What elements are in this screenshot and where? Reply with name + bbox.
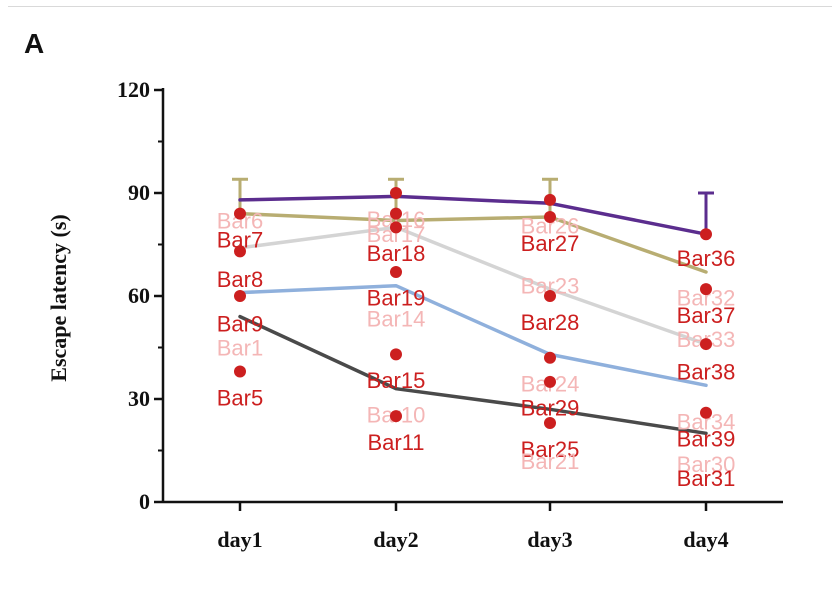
bar-label: Bar5 bbox=[217, 385, 263, 410]
chart-series bbox=[232, 177, 714, 436]
data-point-marker bbox=[390, 207, 402, 220]
series-line bbox=[238, 211, 708, 274]
bar-label: Bar19 bbox=[367, 286, 426, 311]
x-tick-label: day1 bbox=[217, 527, 262, 552]
bar-label: Bar11 bbox=[367, 430, 424, 455]
bar-label: Bar1 bbox=[217, 336, 263, 361]
y-tick-label: 60 bbox=[128, 283, 150, 308]
data-point-marker bbox=[544, 193, 556, 206]
x-tick-label: day4 bbox=[683, 527, 728, 552]
x-tick-label: day2 bbox=[373, 527, 418, 552]
data-point-marker bbox=[544, 375, 556, 388]
data-point-marker bbox=[544, 417, 556, 430]
data-point-marker bbox=[390, 265, 402, 278]
bar-label: Bar27 bbox=[521, 231, 580, 256]
bar-label: Bar25 bbox=[521, 437, 580, 462]
bar-label: Bar38 bbox=[677, 360, 736, 385]
data-point-marker bbox=[234, 290, 246, 302]
series-line bbox=[238, 283, 708, 388]
panel-letter: A bbox=[24, 28, 45, 59]
bar-label: Bar30 bbox=[677, 452, 736, 477]
bar-label: Bar14 bbox=[367, 306, 426, 331]
bar-label: Bar9 bbox=[217, 311, 263, 336]
chart-axes: 0 30 60 90 120 day1 day2 day3 day4 bbox=[117, 77, 783, 552]
data-point-marker bbox=[700, 228, 712, 241]
y-axis-title: Escape latency (s) bbox=[46, 214, 71, 381]
bar-label: Bar29 bbox=[521, 396, 580, 421]
data-point-marker bbox=[390, 187, 402, 199]
data-point-marker bbox=[700, 338, 712, 351]
data-point-marker bbox=[390, 348, 402, 361]
bar-label: Bar39 bbox=[677, 426, 736, 451]
bar-label: Bar28 bbox=[521, 310, 580, 335]
panel-frame bbox=[8, 6, 832, 603]
data-point-marker bbox=[234, 207, 246, 220]
series-line bbox=[238, 194, 708, 236]
data-point-marker bbox=[234, 365, 246, 378]
bar-label: Bar36 bbox=[677, 246, 736, 271]
data-point-marker bbox=[700, 406, 712, 419]
data-point-marker bbox=[234, 245, 246, 258]
chart-annotations: Bar6Bar7Bar8Bar9Bar1Bar5Bar16Bar17Bar18B… bbox=[217, 187, 736, 491]
bar-label: Bar21 bbox=[521, 449, 580, 474]
data-point-marker bbox=[390, 410, 402, 423]
y-tick-label: 0 bbox=[139, 489, 150, 514]
bar-label: Bar15 bbox=[367, 368, 426, 393]
y-tick-label: 30 bbox=[128, 386, 150, 411]
data-point-marker bbox=[700, 283, 712, 296]
y-tick-label: 90 bbox=[128, 180, 150, 205]
data-point-marker bbox=[544, 351, 556, 364]
y-tick-label: 120 bbox=[117, 77, 150, 102]
data-point-marker bbox=[544, 211, 556, 224]
series-line bbox=[238, 225, 708, 346]
data-point-marker bbox=[390, 221, 402, 234]
bar-label: Bar8 bbox=[217, 267, 263, 292]
bar-label: Bar18 bbox=[367, 241, 426, 266]
data-point-marker bbox=[544, 290, 556, 302]
bar-label: Bar31 bbox=[677, 466, 736, 491]
series-line bbox=[238, 314, 708, 436]
x-tick-label: day3 bbox=[527, 527, 572, 552]
bar-label: Bar37 bbox=[677, 303, 736, 328]
